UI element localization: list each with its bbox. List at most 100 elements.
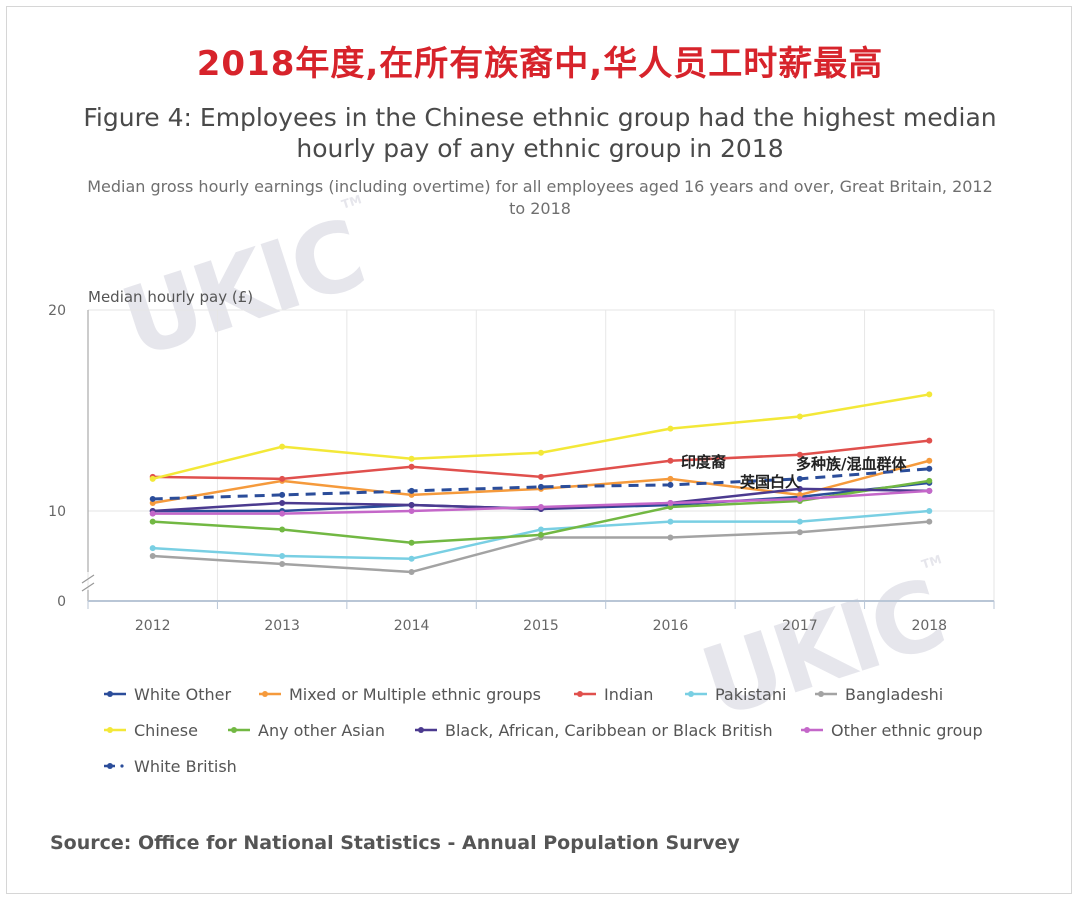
data-point-bangladeshi	[408, 568, 415, 575]
data-point-any-other-asian	[538, 531, 544, 538]
data-point-white-british	[667, 481, 674, 488]
data-point-other-ethnic-group	[408, 508, 415, 514]
legend-item-any-other-asian[interactable]: Any other Asian	[228, 718, 385, 742]
legend-item-other-ethnic-group[interactable]: Other ethnic group	[801, 718, 983, 742]
data-point-any-other-asian	[408, 539, 415, 546]
legend-label: Pakistani	[715, 684, 787, 704]
data-point-other-ethnic-group	[926, 487, 933, 494]
banner-title: 2018年度,在所有族裔中,华人员工时薪最高	[196, 44, 884, 84]
data-point-chinese	[538, 449, 544, 456]
chart-subtitle: Median gross hourly earnings (including …	[87, 177, 993, 218]
data-point-indian	[796, 451, 803, 458]
x-tick-label: 2012	[135, 618, 171, 634]
legend-label: Bangladeshi	[845, 684, 944, 704]
x-tick-label: 2015	[523, 618, 559, 634]
legend-swatch	[104, 687, 126, 701]
legend-swatch	[685, 687, 707, 701]
data-point-pakistani	[149, 545, 156, 552]
data-point-indian	[538, 473, 544, 480]
data-point-pakistani	[667, 518, 674, 525]
legend-item-pakistani[interactable]: Pakistani	[685, 682, 786, 706]
legend-item-black-african-caribbean-or-black-british[interactable]: Black, African, Caribbean or Black Briti…	[415, 718, 773, 742]
data-point-indian	[926, 437, 933, 444]
y-tick-label: 0	[57, 594, 66, 610]
data-point-other-ethnic-group	[538, 503, 544, 510]
data-point-white-british	[408, 487, 415, 494]
legend-label: White Other	[134, 684, 232, 704]
data-point-white-british	[926, 465, 933, 472]
data-point-pakistani	[279, 553, 286, 560]
data-point-bangladeshi	[149, 553, 156, 560]
legend-swatch	[815, 687, 837, 701]
data-point-chinese	[926, 391, 933, 398]
x-tick-label: 2013	[264, 618, 300, 634]
source-note: Source: Office for National Statistics -…	[50, 832, 740, 854]
data-point-chinese	[279, 443, 286, 450]
data-point-white-british	[796, 475, 803, 482]
data-point-black-african-caribbean-or-black-british	[279, 499, 286, 506]
annotation-white-british: 英国白人	[740, 473, 801, 491]
data-point-black-african-caribbean-or-black-british	[408, 501, 415, 508]
chart-frame	[6, 6, 1072, 894]
x-tick-label: 2016	[653, 618, 689, 634]
data-point-indian	[279, 475, 286, 482]
legend-swatch	[415, 723, 437, 737]
data-point-other-ethnic-group	[667, 499, 674, 506]
y-axis-label: Median hourly pay (£)	[88, 288, 254, 306]
y-tick-label: 10	[48, 504, 66, 520]
legend-item-indian[interactable]: Indian	[574, 682, 653, 706]
legend-item-chinese[interactable]: Chinese	[104, 718, 198, 742]
data-point-pakistani	[796, 518, 803, 525]
data-point-other-ethnic-group	[149, 510, 156, 517]
data-point-bangladeshi	[926, 518, 933, 525]
data-point-white-british	[279, 491, 286, 498]
x-tick-label: 2014	[394, 618, 430, 634]
data-point-any-other-asian	[279, 526, 286, 533]
data-point-any-other-asian	[926, 477, 933, 484]
legend-label: Other ethnic group	[831, 720, 983, 740]
legend-item-white-british[interactable]: White British	[104, 754, 237, 778]
data-point-indian	[408, 463, 415, 470]
data-point-chinese	[667, 425, 674, 432]
data-point-bangladeshi	[279, 561, 286, 567]
data-point-pakistani	[926, 508, 933, 514]
data-point-mixed-or-multiple-ethnic-groups	[926, 457, 933, 464]
legend-item-bangladeshi[interactable]: Bangladeshi	[815, 682, 943, 706]
data-point-chinese	[408, 455, 415, 462]
legend-item-mixed-or-multiple-ethnic-groups[interactable]: Mixed or Multiple ethnic groups	[259, 682, 541, 706]
data-point-other-ethnic-group	[796, 495, 803, 502]
data-point-pakistani	[538, 526, 544, 533]
legend-swatch	[104, 723, 126, 737]
legend-label: White British	[134, 756, 237, 776]
legend-swatch	[801, 723, 823, 737]
data-point-black-african-caribbean-or-black-british	[796, 485, 803, 492]
chart-title: Figure 4: Employees in the Chinese ethni…	[83, 103, 997, 163]
legend-item-white-other[interactable]: White Other	[104, 682, 231, 706]
axis-break-mark	[81, 574, 95, 592]
data-point-chinese	[149, 475, 156, 482]
data-point-other-ethnic-group	[279, 510, 286, 517]
data-point-any-other-asian	[149, 518, 156, 525]
annotation-indian: 印度裔	[681, 453, 727, 471]
legend-swatch	[104, 759, 126, 773]
legend-label: Chinese	[134, 720, 198, 740]
legend-label: Mixed or Multiple ethnic groups	[289, 684, 541, 704]
x-tick-label: 2018	[911, 618, 947, 634]
annotation-mixed: 多种族/混血群体	[796, 455, 907, 473]
legend-label: Indian	[604, 684, 654, 704]
data-point-indian	[667, 457, 674, 464]
data-point-bangladeshi	[667, 534, 674, 541]
data-point-mixed-or-multiple-ethnic-groups	[667, 475, 674, 482]
legend-label: Black, African, Caribbean or Black Briti…	[445, 720, 773, 740]
x-tick-label: 2017	[782, 618, 818, 634]
legend-label: Any other Asian	[258, 720, 386, 740]
legend-swatch	[574, 687, 596, 701]
legend-swatch	[259, 687, 281, 701]
y-tick-label: 20	[48, 303, 66, 319]
data-point-bangladeshi	[796, 529, 803, 536]
data-point-chinese	[796, 413, 803, 420]
data-point-pakistani	[408, 555, 415, 562]
data-point-white-british	[149, 495, 156, 502]
data-point-white-british	[538, 483, 544, 490]
